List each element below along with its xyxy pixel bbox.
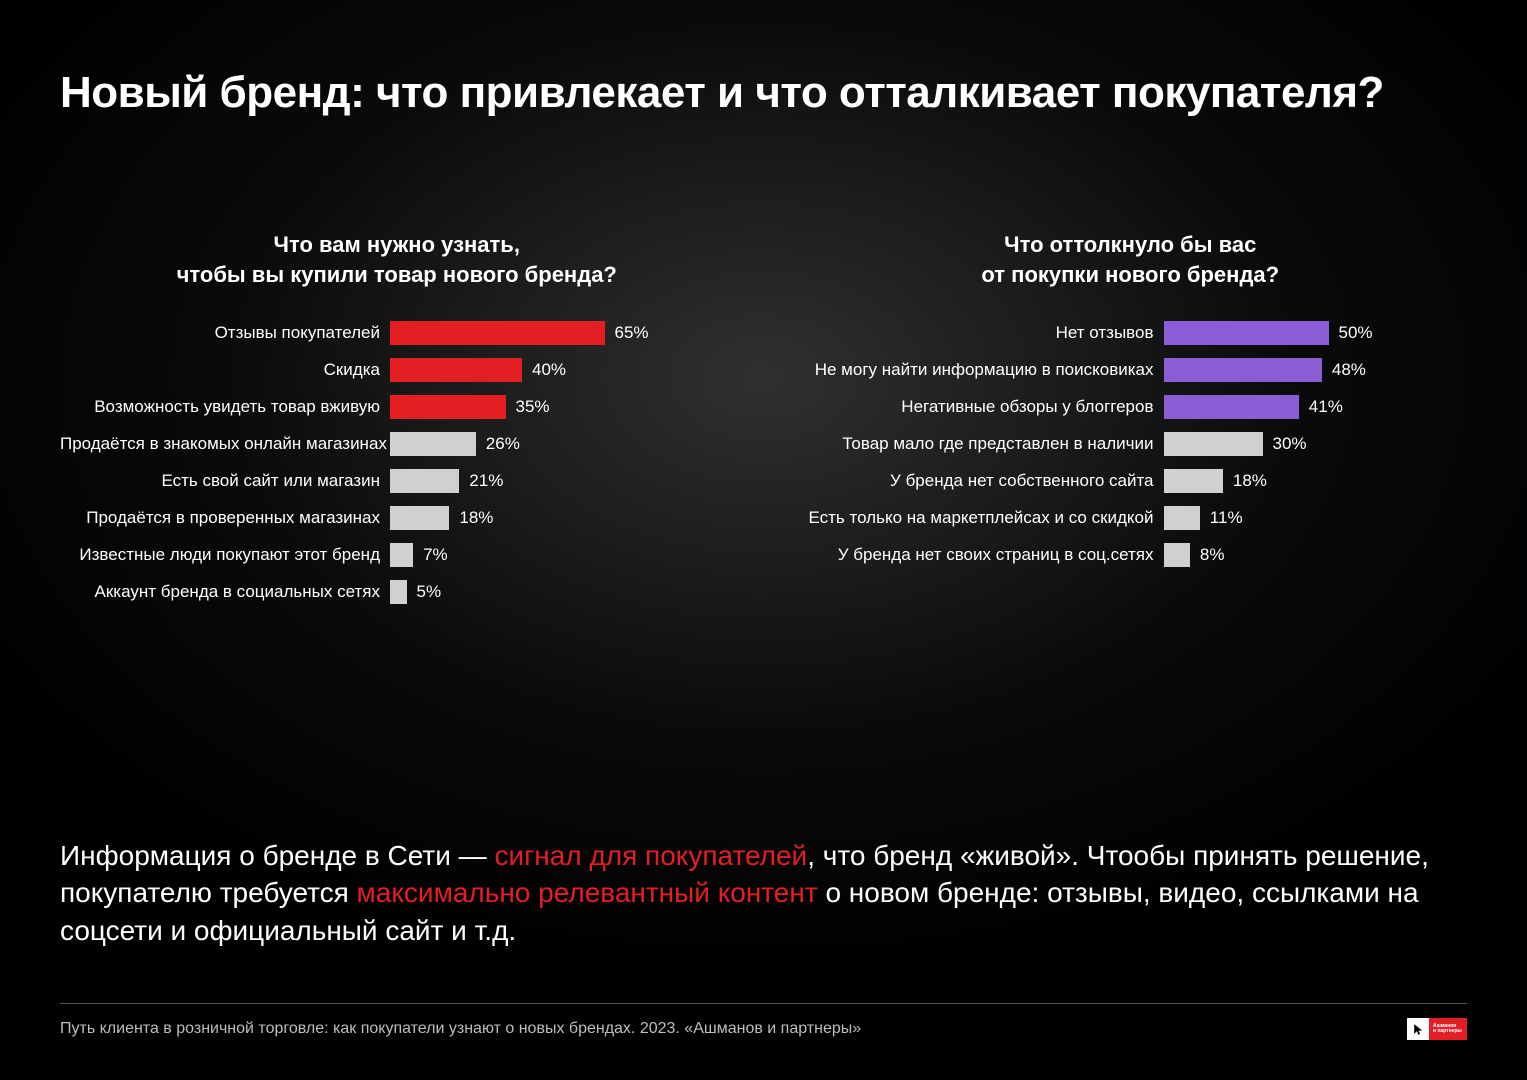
bar-value: 48% <box>1332 360 1366 380</box>
bar-value: 21% <box>469 471 503 491</box>
bar-value: 11% <box>1210 508 1243 528</box>
bar-row: Отзывы покупателей 65% <box>60 317 734 349</box>
bar-area: 18% <box>390 502 734 534</box>
bar-area: 35% <box>390 391 734 423</box>
caption-highlight: сигнал для покупателей <box>494 840 807 871</box>
bar-label: Есть только на маркетплейсах и со скидко… <box>794 508 1164 528</box>
bar-area: 7% <box>390 539 734 571</box>
bar-label: Скидка <box>60 360 390 380</box>
bar-area: 8% <box>1164 539 1468 571</box>
footer-source: Путь клиента в розничной торговле: как п… <box>60 1020 861 1038</box>
bar-row: Известные люди покупают этот бренд 7% <box>60 539 734 571</box>
bar-label: Продаётся в знакомых онлайн магазинах <box>60 434 390 454</box>
bar-row: У бренда нет собственного сайта 18% <box>794 465 1468 497</box>
bar-value: 5% <box>417 582 442 602</box>
bar <box>390 580 407 604</box>
bar <box>1164 321 1329 345</box>
bar-row: Аккаунт бренда в социальных сетях 5% <box>60 576 734 608</box>
bar-value: 40% <box>532 360 566 380</box>
bar-area: 30% <box>1164 428 1468 460</box>
bar-area: 18% <box>1164 465 1468 497</box>
bar <box>390 469 459 493</box>
bar-label: Товар мало где представлен в наличии <box>794 434 1164 454</box>
bar-row: Возможность увидеть товар вживую 35% <box>60 391 734 423</box>
caption-segment: Информация о бренде в Сети — <box>60 840 494 871</box>
bar-row: У бренда нет своих страниц в соц.сетях 8% <box>794 539 1468 571</box>
chart-right-title: Что оттолкнуло бы вас от покупки нового … <box>794 230 1468 289</box>
bar <box>1164 543 1190 567</box>
bar-row: Есть свой сайт или магазин 21% <box>60 465 734 497</box>
bar-label: Есть свой сайт или магазин <box>60 471 390 491</box>
bar <box>390 321 605 345</box>
bar-label: Отзывы покупателей <box>60 323 390 343</box>
brand-logo-line2: и партнеры <box>1433 1029 1467 1035</box>
bar <box>1164 358 1322 382</box>
bar-label: Не могу найти информацию в поисковиках <box>794 360 1164 380</box>
bar-area: 5% <box>390 576 734 608</box>
bar-label: Негативные обзоры у блоггеров <box>794 397 1164 417</box>
chart-right-bars: Нет отзывов 50% Не могу найти информацию в… <box>794 317 1468 571</box>
bar-value: 65% <box>615 323 649 343</box>
bar-area: 41% <box>1164 391 1468 423</box>
bar-area: 40% <box>390 354 734 386</box>
cursor-icon <box>1407 1018 1429 1040</box>
bar <box>1164 506 1200 530</box>
bar-value: 30% <box>1273 434 1307 454</box>
bar-area: 11% <box>1164 502 1468 534</box>
bar-value: 41% <box>1309 397 1343 417</box>
bar-row: Не могу найти информацию в поисковиках 48… <box>794 354 1468 386</box>
chart-right: Что оттолкнуло бы вас от покупки нового … <box>794 230 1468 613</box>
page-title: Новый бренд: что привлекает и что отталк… <box>60 68 1467 118</box>
bar-value: 7% <box>423 545 448 565</box>
footer: Путь клиента в розничной торговле: как п… <box>60 1003 1467 1040</box>
bar-value: 18% <box>1233 471 1267 491</box>
bar-area: 50% <box>1164 317 1468 349</box>
brand-logo: Ашманов и партнеры <box>1407 1018 1467 1040</box>
bar <box>390 358 522 382</box>
bar <box>1164 432 1263 456</box>
bar-label: Известные люди покупают этот бренд <box>60 545 390 565</box>
brand-logo-text: Ашманов и партнеры <box>1429 1018 1467 1040</box>
bar-row: Товар мало где представлен в наличии 30% <box>794 428 1468 460</box>
bar <box>390 543 413 567</box>
bar-label: Нет отзывов <box>794 323 1164 343</box>
bar-value: 35% <box>516 397 550 417</box>
chart-left-title: Что вам нужно узнать, чтобы вы купили то… <box>60 230 734 289</box>
caption-text: Информация о бренде в Сети — сигнал для … <box>60 837 1467 950</box>
bar-row: Есть только на маркетплейсах и со скидко… <box>794 502 1468 534</box>
caption-highlight: максимально релевантный контент <box>357 877 818 908</box>
bar-value: 50% <box>1339 323 1373 343</box>
bar-label: Аккаунт бренда в социальных сетях <box>60 582 390 602</box>
bar-label: Продаётся в проверенных магазинах <box>60 508 390 528</box>
bar-area: 21% <box>390 465 734 497</box>
bar-row: Негативные обзоры у блоггеров 41% <box>794 391 1468 423</box>
bar-value: 18% <box>459 508 493 528</box>
bar <box>390 395 506 419</box>
bar-row: Продаётся в знакомых онлайн магазинах 26% <box>60 428 734 460</box>
chart-left-bars: Отзывы покупателей 65% Скидка 40% Возможност… <box>60 317 734 608</box>
chart-left: Что вам нужно узнать, чтобы вы купили то… <box>60 230 734 613</box>
bar-value: 8% <box>1200 545 1225 565</box>
bar-area: 48% <box>1164 354 1468 386</box>
bar <box>390 506 449 530</box>
bar <box>1164 395 1299 419</box>
charts-container: Что вам нужно узнать, чтобы вы купили то… <box>60 230 1467 613</box>
bar <box>1164 469 1223 493</box>
bar-area: 65% <box>390 317 734 349</box>
bar-label: У бренда нет собственного сайта <box>794 471 1164 491</box>
bar <box>390 432 476 456</box>
bar-label: У бренда нет своих страниц в соц.сетях <box>794 545 1164 565</box>
bar-area: 26% <box>390 428 734 460</box>
bar-row: Нет отзывов 50% <box>794 317 1468 349</box>
bar-row: Продаётся в проверенных магазинах 18% <box>60 502 734 534</box>
bar-row: Скидка 40% <box>60 354 734 386</box>
bar-value: 26% <box>486 434 520 454</box>
bar-label: Возможность увидеть товар вживую <box>60 397 390 417</box>
